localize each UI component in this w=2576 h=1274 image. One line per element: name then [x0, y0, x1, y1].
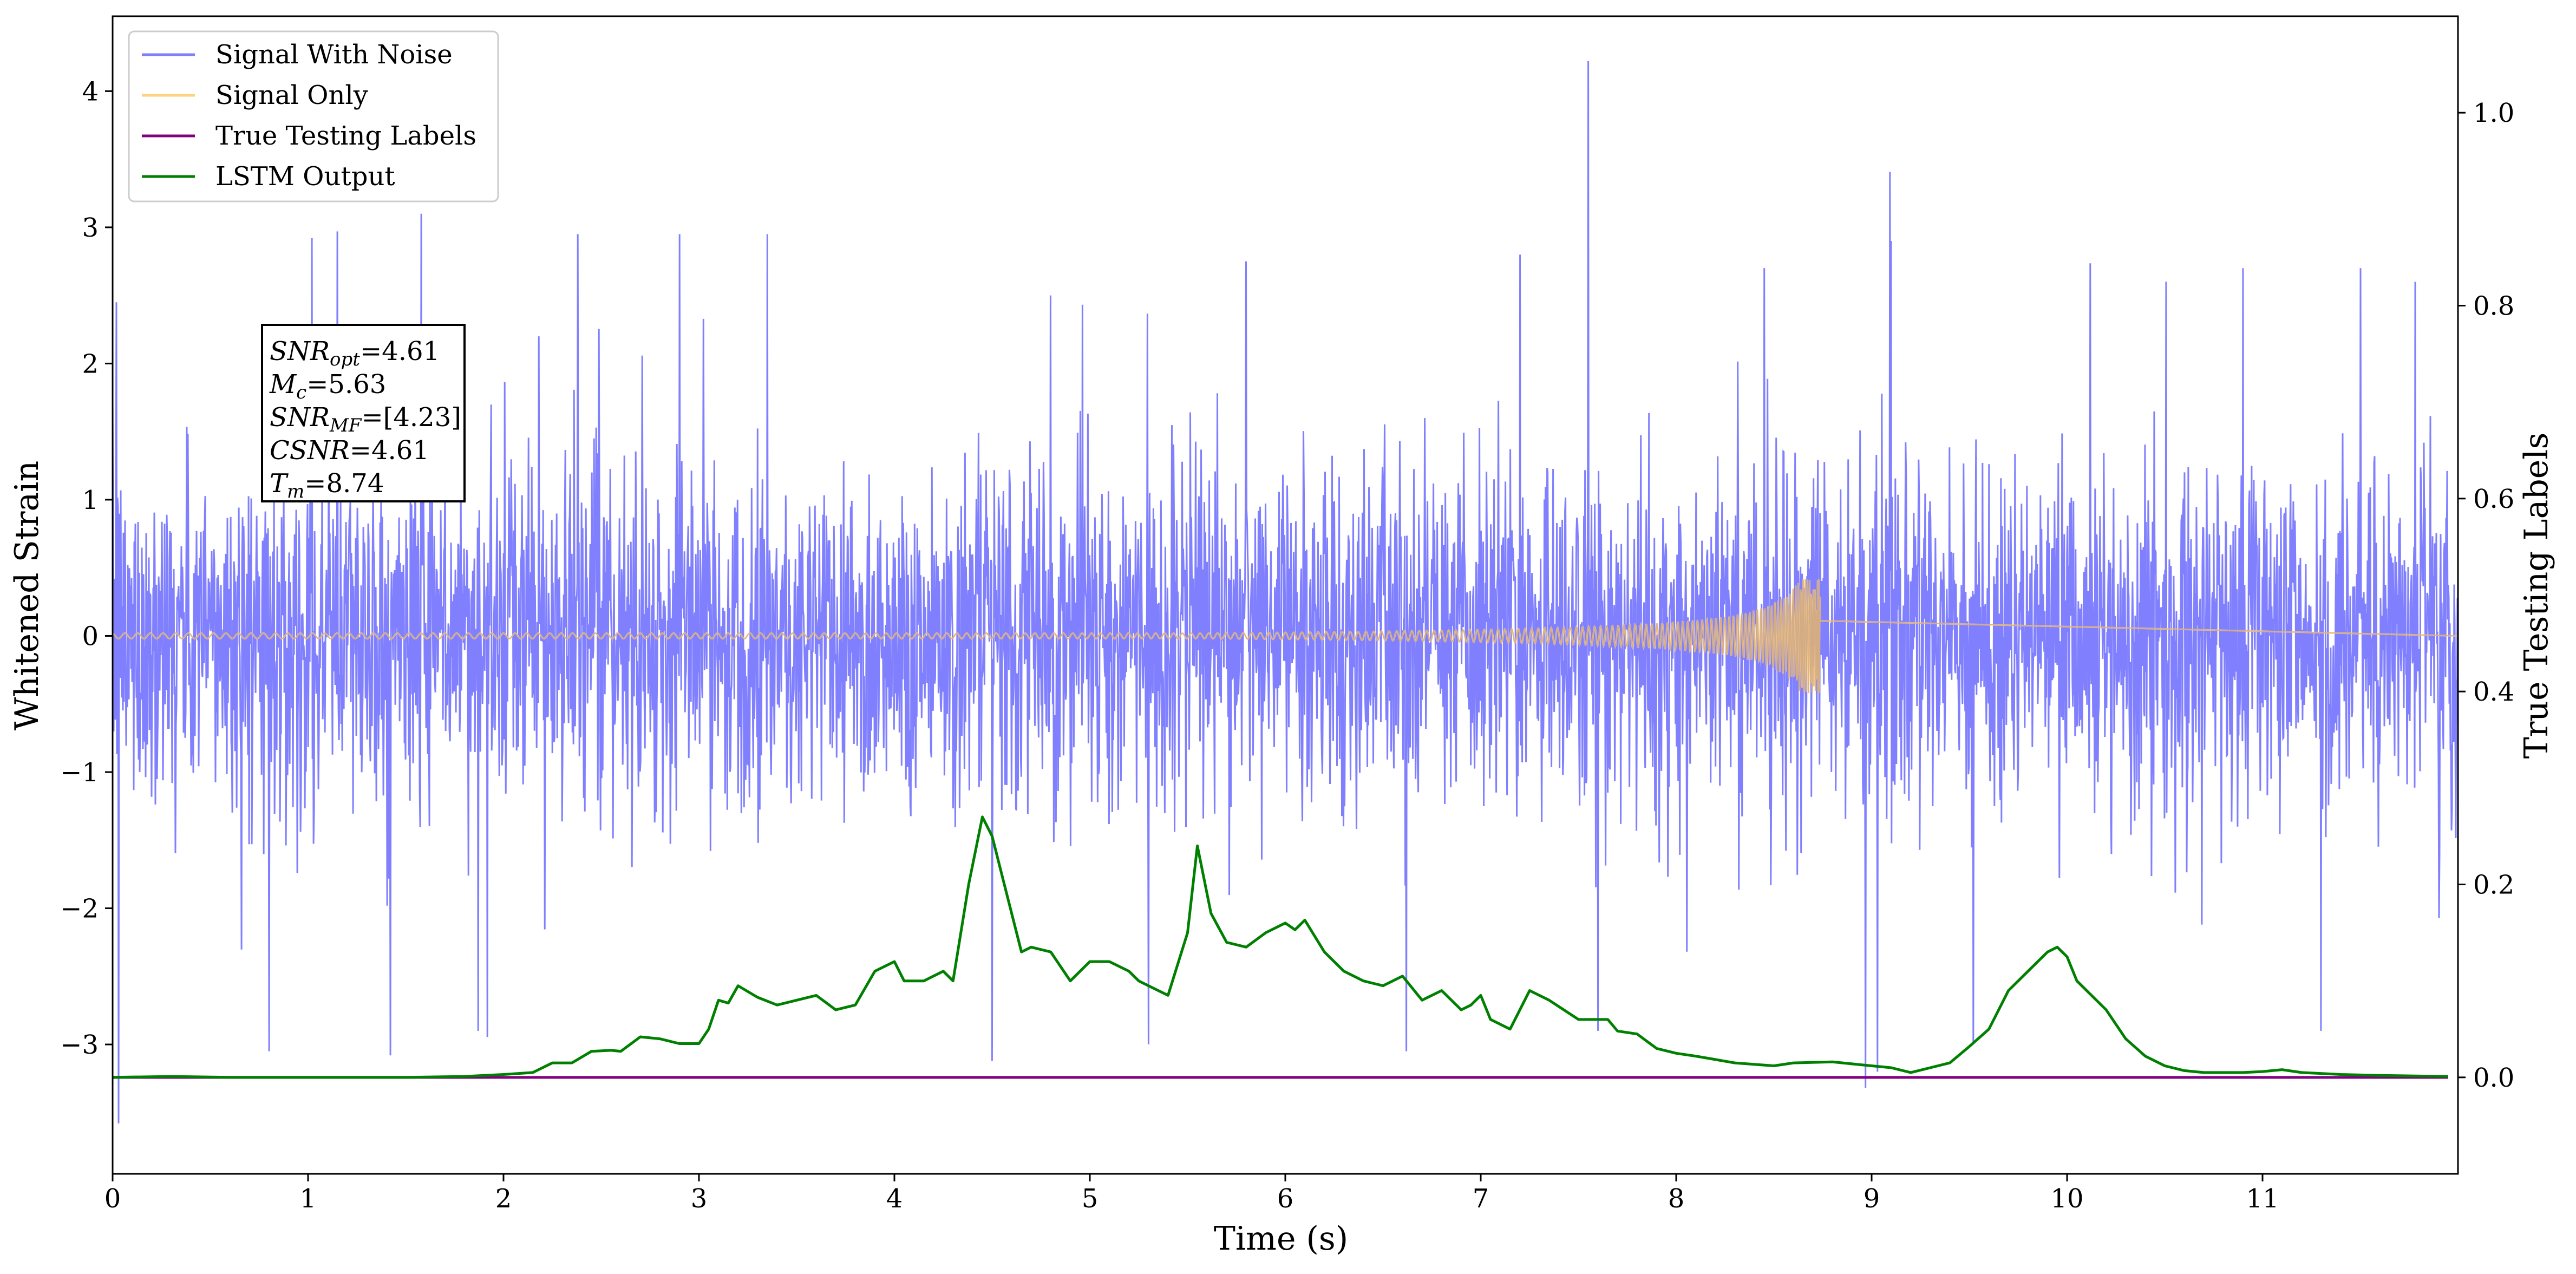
annotation-box: SNRopt=4.61 Mc=5.63 SNRMF=[4.23] CSNR=4.…: [261, 324, 466, 502]
legend-box: [128, 30, 499, 202]
legend-label-signal-with-noise: Signal With Noise: [215, 40, 453, 70]
lstm-output-line: [113, 815, 2448, 1079]
noise-trace: [113, 61, 2458, 1123]
y-tick-label-4: 1: [82, 485, 99, 515]
legend: Signal With Noise Signal Only True Testi…: [128, 30, 499, 202]
y-axis-left: −3 −2 −1 0 1 2 3 4: [60, 76, 113, 1060]
y2-tick-label-4: 0.8: [2473, 291, 2514, 322]
series-lstm-output: [113, 815, 2448, 1079]
legend-label-signal-only: Signal Only: [215, 80, 368, 110]
x-tick-label-3: 3: [691, 1184, 708, 1214]
series-signal-with-noise: [113, 61, 2458, 1123]
y2-tick-label-3: 0.6: [2473, 484, 2514, 514]
series-signal-only: [113, 579, 2458, 694]
legend-label-true-testing-labels: True Testing Labels: [215, 121, 476, 151]
annotation-line-tm: Tm=8.74: [270, 468, 384, 502]
x-tick-label-8: 8: [1668, 1184, 1685, 1214]
y2-tick-label-1: 0.2: [2473, 870, 2514, 900]
annotation-line-csnr: CSNR=4.61: [270, 435, 429, 466]
y-tick-label-5: 2: [82, 349, 99, 379]
x-tick-label-0: 0: [104, 1184, 121, 1214]
x-tick-label-9: 9: [1864, 1184, 1880, 1214]
y-tick-label-3: 0: [82, 621, 99, 651]
x-axis-title: Time (s): [1214, 1220, 1348, 1258]
x-tick-label-6: 6: [1277, 1184, 1294, 1214]
y-tick-label-2: −1: [60, 757, 99, 788]
x-tick-label-4: 4: [886, 1184, 903, 1214]
annotation-line-snr-opt: SNRopt=4.61: [270, 336, 440, 370]
annotation-line-snr-mf: SNRMF=[4.23]: [270, 402, 461, 436]
y-tick-label-0: −3: [60, 1030, 99, 1060]
y-axis-title: Whitened Strain: [8, 461, 46, 730]
y2-tick-label-2: 0.4: [2473, 677, 2514, 707]
x-tick-label-11: 11: [2246, 1184, 2279, 1214]
x-tick-label-2: 2: [495, 1184, 512, 1214]
y2-tick-label-0: 0.0: [2473, 1063, 2514, 1093]
x-tick-label-5: 5: [1082, 1184, 1099, 1214]
y2-axis-title: True Testing Labels: [2518, 433, 2555, 759]
x-axis: 0 1 2 3 4 5 6 7 8 9 10 11: [104, 1174, 2279, 1214]
annotation-line-mc: Mc=5.63: [269, 369, 386, 403]
y-axis-right: 0.0 0.2 0.4 0.6 0.8 1.0: [2458, 98, 2514, 1093]
x-tick-label-10: 10: [2050, 1184, 2083, 1214]
y2-tick-label-5: 1.0: [2473, 98, 2514, 128]
x-tick-label-7: 7: [1473, 1184, 1489, 1214]
x-tick-label-1: 1: [300, 1184, 317, 1214]
y-tick-label-7: 4: [82, 76, 99, 107]
legend-label-lstm-output: LSTM Output: [215, 161, 395, 192]
annotation-frame: [261, 324, 466, 502]
y-tick-label-1: −2: [60, 894, 99, 924]
y-tick-label-6: 3: [82, 213, 99, 243]
chirp-blend-trace: [113, 579, 2458, 694]
